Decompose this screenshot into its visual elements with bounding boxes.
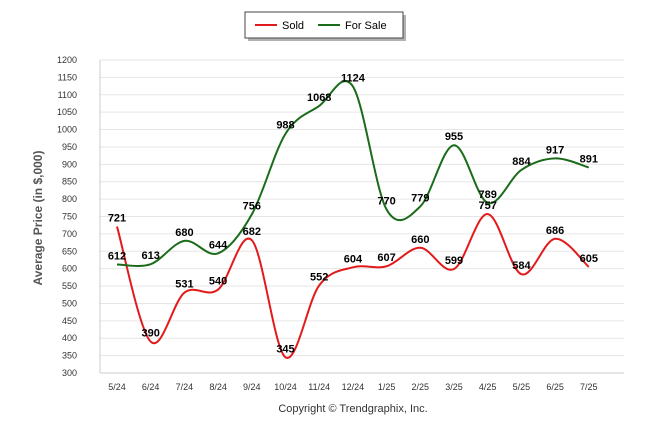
series-lines bbox=[116, 80, 590, 359]
data-label-for-sale: 1068 bbox=[307, 92, 331, 104]
x-tick-label: 6/24 bbox=[142, 382, 160, 392]
data-label-for-sale: 770 bbox=[377, 196, 395, 208]
data-label-for-sale: 644 bbox=[209, 239, 228, 251]
x-axis-ticks: 5/24 6/24 7/24 8/24 9/24 10/24 11/24 12/24 1/25 2… bbox=[108, 382, 597, 392]
y-tick-label: 350 bbox=[62, 351, 77, 361]
y-tick-label: 800 bbox=[62, 194, 77, 204]
data-label-sold: 605 bbox=[580, 253, 598, 265]
data-label-sold: 599 bbox=[445, 255, 463, 267]
data-label-sold: 686 bbox=[546, 225, 564, 237]
data-labels: 721 390 531 540 682 345 552 604 607 660 599 757 584 6… bbox=[108, 72, 598, 355]
data-label-for-sale: 789 bbox=[479, 189, 497, 201]
data-label-sold: 390 bbox=[142, 328, 160, 340]
x-tick-label: 3/25 bbox=[445, 382, 463, 392]
data-label-for-sale: 613 bbox=[142, 250, 160, 262]
x-tick-label: 7/25 bbox=[580, 382, 598, 392]
legend: Sold For Sale bbox=[244, 11, 406, 41]
series-line-sold bbox=[116, 213, 590, 359]
y-tick-label: 950 bbox=[62, 142, 77, 152]
y-tick-label: 1200 bbox=[57, 55, 77, 65]
data-label-sold: 584 bbox=[512, 260, 531, 272]
x-tick-label: 5/25 bbox=[513, 382, 531, 392]
data-label-sold: 540 bbox=[209, 276, 227, 288]
data-label-sold: 604 bbox=[344, 253, 363, 265]
y-tick-label: 1150 bbox=[58, 72, 77, 82]
y-tick-label: 850 bbox=[62, 177, 77, 187]
gridlines bbox=[99, 59, 624, 374]
y-tick-label: 500 bbox=[62, 298, 77, 308]
y-tick-label: 1050 bbox=[57, 107, 77, 117]
x-tick-label: 7/24 bbox=[176, 382, 194, 392]
y-axis-ticks: 300 350 400 450 500 550 600 650 700 750 800 850 900 9… bbox=[57, 55, 77, 378]
data-label-sold: 721 bbox=[108, 213, 126, 225]
data-label-for-sale: 955 bbox=[445, 131, 463, 143]
data-label-for-sale: 612 bbox=[108, 250, 126, 262]
x-tick-label: 2/25 bbox=[412, 382, 430, 392]
y-tick-label: 900 bbox=[62, 159, 77, 169]
data-label-for-sale: 756 bbox=[243, 200, 261, 212]
data-label-for-sale: 680 bbox=[175, 227, 193, 239]
x-tick-label: 6/25 bbox=[546, 382, 564, 392]
data-label-sold: 607 bbox=[377, 252, 395, 264]
data-label-for-sale: 884 bbox=[512, 156, 531, 168]
y-tick-label: 1000 bbox=[57, 125, 77, 135]
data-label-for-sale: 779 bbox=[411, 192, 429, 204]
y-tick-label: 600 bbox=[62, 264, 77, 274]
y-tick-label: 700 bbox=[62, 229, 77, 239]
data-label-sold: 552 bbox=[310, 271, 328, 283]
data-label-sold: 345 bbox=[276, 343, 294, 355]
data-label-sold: 682 bbox=[243, 226, 261, 238]
x-tick-label: 1/25 bbox=[378, 382, 396, 392]
data-label-sold: 531 bbox=[175, 279, 193, 291]
copyright-text: Copyright © Trendgraphix, Inc. bbox=[278, 403, 427, 415]
x-tick-label: 5/24 bbox=[108, 382, 126, 392]
y-tick-label: 300 bbox=[62, 368, 77, 378]
y-tick-label: 750 bbox=[62, 212, 77, 222]
data-label-for-sale: 988 bbox=[276, 120, 294, 132]
y-tick-label: 1100 bbox=[58, 90, 77, 100]
x-tick-label: 9/24 bbox=[243, 382, 261, 392]
x-tick-label: 11/24 bbox=[308, 382, 330, 392]
data-label-for-sale: 917 bbox=[546, 144, 564, 156]
data-label-for-sale: 891 bbox=[580, 153, 598, 165]
x-tick-label: 8/24 bbox=[209, 382, 227, 392]
data-label-sold: 660 bbox=[411, 234, 429, 246]
x-tick-label: 4/25 bbox=[479, 382, 497, 392]
x-tick-label: 10/24 bbox=[274, 382, 297, 392]
y-axis-title: Average Price (in $,000) bbox=[31, 151, 45, 286]
x-tick-label: 12/24 bbox=[342, 382, 365, 392]
y-tick-label: 450 bbox=[62, 316, 77, 326]
series-line-for-sale bbox=[116, 80, 590, 267]
y-tick-label: 550 bbox=[62, 281, 77, 291]
legend-label-sold: Sold bbox=[282, 20, 304, 32]
data-label-for-sale: 1124 bbox=[341, 72, 366, 84]
data-label-sold: 757 bbox=[479, 200, 497, 212]
y-tick-label: 650 bbox=[62, 246, 77, 256]
y-tick-label: 400 bbox=[62, 333, 77, 343]
legend-label-for-sale: For Sale bbox=[345, 20, 387, 32]
